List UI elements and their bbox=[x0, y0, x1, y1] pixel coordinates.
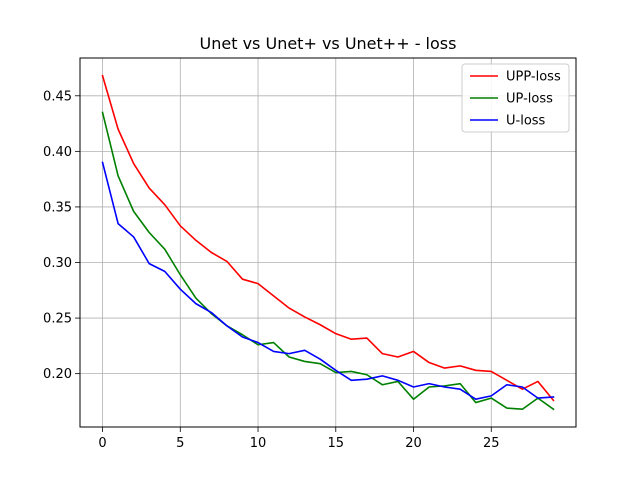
y-axis: 0.20 0.25 0.30 0.35 0.40 0.45 bbox=[43, 89, 80, 382]
x-tick-label: 15 bbox=[328, 436, 345, 451]
series-line-up-loss bbox=[101, 111, 555, 411]
series-line-upp-loss bbox=[101, 74, 555, 402]
chart-title: Unet vs Unet+ vs Unet++ - loss bbox=[200, 34, 457, 53]
plot-area-frame bbox=[79, 57, 577, 428]
x-axis: 0 5 10 15 20 25 bbox=[98, 427, 500, 451]
legend: UPP-loss UP-loss U-loss bbox=[461, 63, 570, 133]
legend-label: U-loss bbox=[506, 114, 546, 129]
y-tick-label: 0.25 bbox=[43, 312, 72, 327]
legend-box bbox=[461, 63, 570, 133]
x-tick-label: 0 bbox=[98, 436, 106, 451]
x-tick-label: 20 bbox=[405, 436, 422, 451]
grid-lines bbox=[80, 58, 576, 427]
y-tick-label: 0.45 bbox=[43, 89, 72, 104]
series-line-u-loss bbox=[101, 161, 555, 401]
y-tick-label: 0.20 bbox=[43, 367, 72, 382]
y-tick-label: 0.40 bbox=[43, 145, 72, 160]
y-tick-label: 0.30 bbox=[43, 256, 72, 271]
legend-label: UP-loss bbox=[506, 92, 553, 107]
series-lines bbox=[101, 74, 555, 411]
y-tick-label: 0.35 bbox=[43, 200, 72, 215]
x-tick-label: 25 bbox=[483, 436, 500, 451]
x-tick-label: 5 bbox=[176, 436, 184, 451]
legend-label: UPP-loss bbox=[506, 70, 561, 85]
x-tick-label: 10 bbox=[250, 436, 267, 451]
